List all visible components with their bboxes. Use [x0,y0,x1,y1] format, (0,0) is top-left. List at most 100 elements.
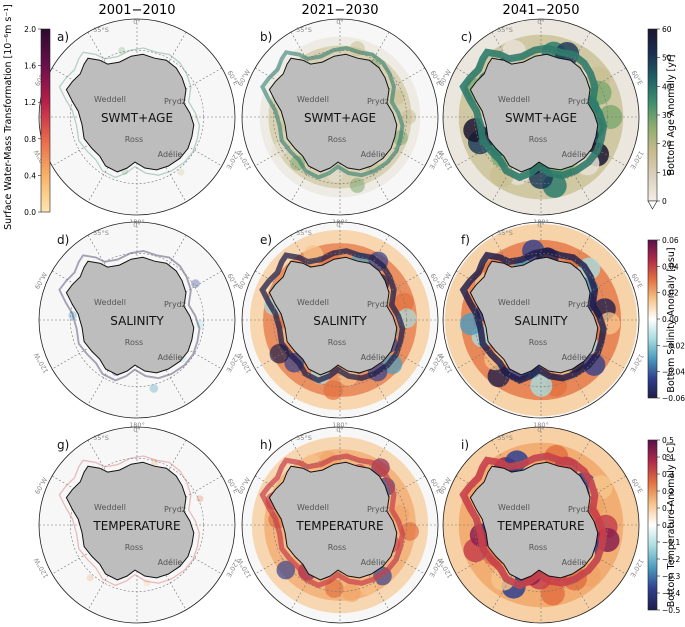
region-weddell: Weddell [498,503,530,512]
age-colorbar-bar-tick: 40 [662,82,672,91]
map-boundary [241,18,439,216]
column-header-3: 2041−2050 [502,3,579,18]
panel-title: SWMT+AGE [304,111,376,125]
age-colorbar-bar-tick: 30 [662,111,672,120]
antarctica-landmass [268,53,398,173]
map-panel-b: 0°180°55°S60°W120°W60°E120°EWeddellPrydz… [235,18,444,226]
lon-label-top: 0° [336,426,343,434]
lon-label-top: 0° [133,426,140,434]
region-prydz: Prydz [568,505,590,514]
salinity-colorbar-bar-tick: 0.00 [662,315,679,324]
lat-label: 55°S [93,26,109,34]
age-colorbar-bar-tick: 20 [662,140,672,149]
lon-label-top: 0° [537,221,544,229]
column-header-2: 2021−2030 [301,3,378,18]
region-prydz: Prydz [367,300,389,309]
region-adelie: Adélie [361,149,386,159]
region-ross: Ross [328,338,346,347]
temperature-colorbar-bar-tick: −0.1 [662,538,680,547]
salinity-colorbar-bar-tick: 0.02 [662,289,679,298]
age-colorbar-extend [647,200,658,210]
panel-title: SALINITY [514,314,568,328]
region-prydz: Prydz [568,300,590,309]
swmt-colorbar-bar-tick: 1.6 [24,62,36,71]
region-weddell: Weddell [94,298,126,307]
temperature-colorbar-bar-tick: 0.2 [662,487,674,496]
map-panel-c: 0°180°55°S60°W120°W60°E120°EWeddellPrydz… [436,18,645,226]
salinity-colorbar-bar-scale [647,239,658,399]
age-colorbar-bar-tick: 0 [662,197,667,206]
lon-label-top: 0° [133,221,140,229]
region-weddell: Weddell [94,95,126,104]
region-adelie: Adélie [158,352,183,362]
swmt-colorbar-bar-tick: 1.2 [24,98,36,107]
panel-title: SALINITY [313,314,367,328]
lat-label: 55°S [93,229,109,237]
salinity-colorbar-bar: 0.06 0.04 0.02 0.00 −0.02 −0.04 −0.06 [647,236,685,403]
region-weddell: Weddell [498,298,530,307]
region-ross: Ross [529,338,547,347]
temperature-colorbar-bar-tick: −0.5 [662,606,680,615]
lat-label: 55°S [296,229,312,237]
region-adelie: Adélie [158,149,183,159]
region-adelie: Adélie [158,557,183,567]
salinity-colorbar-bar-tick: −0.02 [662,341,685,350]
region-prydz: Prydz [164,300,186,309]
antarctica-landmass [469,461,599,581]
salinity-colorbar-bar-tick: 0.04 [662,262,679,271]
temperature-colorbar-bar-tick: 0.3 [662,470,674,479]
region-ross: Ross [125,135,143,144]
map-boundary [442,18,640,216]
lon-label-top: 0° [336,18,343,26]
panel-letter: g) [57,438,69,452]
panel-title: TEMPERATURE [92,519,180,533]
region-adelie: Adélie [562,149,587,159]
lon-label-top: 0° [133,18,140,26]
region-adelie: Adélie [361,352,386,362]
map-panels: 0°180°55°S60°W120°W60°E120°EWeddellPrydz… [32,18,645,627]
antarctica-landmass [65,461,195,581]
temperature-colorbar-bar-tick: 0.0 [662,521,674,530]
antarctica-landmass [469,53,599,173]
swmt-colorbar-bar-tick: 0.4 [24,171,36,180]
lon-label-bottom: 180° [332,421,348,429]
region-adelie: Adélie [562,352,587,362]
temperature-colorbar-bar-tick: −0.4 [662,589,680,598]
panel-letter: c) [461,30,472,44]
swmt-colorbar: Surface Water-Mass Transformation [10⁻⁶m… [3,4,51,230]
region-prydz: Prydz [164,505,186,514]
temperature-colorbar-bar-tick: −0.2 [662,555,680,564]
antarctica-landmass [65,256,195,376]
panel-letter: i) [461,438,469,452]
region-adelie: Adélie [562,557,587,567]
panel-title: SWMT+AGE [101,111,173,125]
region-weddell: Weddell [297,95,329,104]
swmt-colorbar-bar: 2.0 1.6 1.2 0.8 0.4 0.0 [24,25,51,217]
panel-title: SWMT+AGE [505,111,577,125]
region-prydz: Prydz [367,97,389,106]
region-adelie: Adélie [361,557,386,567]
panel-letter: e) [260,233,272,247]
lon-label-top: 0° [537,18,544,26]
antarctica-landmass [268,461,398,581]
age-colorbar-label: Bottom Age Anomaly [yr] [666,55,677,176]
temperature-colorbar-label: Bottom Temperature Anomaly [°C] [666,443,677,608]
region-ross: Ross [125,338,143,347]
region-prydz: Prydz [164,97,186,106]
panel-letter: f) [461,233,470,247]
lat-label: 55°S [497,229,513,237]
lon-label-top: 0° [336,221,343,229]
lat-label: 55°S [296,434,312,442]
region-ross: Ross [125,543,143,552]
antarctica-landmass [268,256,398,376]
temperature-colorbar-bar-tick: 0.5 [662,436,674,445]
salinity-colorbar-label: Bottom Salinity Anomaly [psu] [666,247,677,392]
swmt-colorbar-bar-scale [40,28,51,213]
age-colorbar-bar: 60 50 40 30 20 10 0 [647,25,672,206]
lat-label: 55°S [497,434,513,442]
map-panel-g: 0°180°55°S60°W120°W60°E120°EWeddellPrydz… [32,426,241,627]
map-boundary [38,221,236,419]
region-ross: Ross [529,135,547,144]
